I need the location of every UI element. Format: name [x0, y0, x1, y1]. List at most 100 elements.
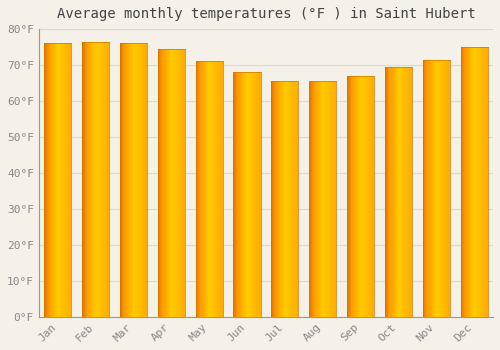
Bar [53, 43, 54, 317]
Bar [209, 62, 210, 317]
Bar [170, 49, 172, 317]
Bar [50, 43, 51, 317]
Bar [196, 62, 198, 317]
Bar [444, 60, 446, 317]
Bar [438, 60, 439, 317]
Bar [391, 67, 392, 317]
Bar [470, 47, 472, 317]
Bar [167, 49, 168, 317]
Bar [104, 42, 106, 317]
Bar [162, 49, 163, 317]
Bar [320, 81, 321, 317]
Bar [437, 60, 438, 317]
Bar [165, 49, 166, 317]
Bar [56, 43, 57, 317]
Bar [485, 47, 486, 317]
Bar [273, 81, 274, 317]
Bar [200, 62, 201, 317]
Bar [128, 43, 129, 317]
Bar [126, 43, 127, 317]
Bar [184, 49, 185, 317]
Bar [312, 81, 314, 317]
Bar [178, 49, 180, 317]
Bar [367, 76, 368, 317]
Bar [254, 72, 255, 317]
Bar [366, 76, 367, 317]
Bar [247, 72, 248, 317]
Bar [468, 47, 469, 317]
Bar [349, 76, 350, 317]
Bar [100, 42, 101, 317]
Bar [355, 76, 356, 317]
Bar [239, 72, 240, 317]
Bar [334, 81, 336, 317]
Bar [385, 67, 386, 317]
Bar [130, 43, 132, 317]
Bar [472, 47, 473, 317]
Bar [99, 42, 100, 317]
Title: Average monthly temperatures (°F ) in Saint Hubert: Average monthly temperatures (°F ) in Sa… [56, 7, 476, 21]
Bar [138, 43, 139, 317]
Bar [486, 47, 487, 317]
Bar [206, 62, 208, 317]
Bar [257, 72, 258, 317]
Bar [237, 72, 238, 317]
Bar [386, 67, 388, 317]
Bar [411, 67, 412, 317]
Bar [52, 43, 53, 317]
Bar [175, 49, 176, 317]
Bar [368, 76, 370, 317]
Bar [392, 67, 393, 317]
Bar [101, 42, 102, 317]
Bar [94, 42, 96, 317]
Bar [462, 47, 463, 317]
Bar [163, 49, 164, 317]
Bar [222, 62, 223, 317]
Bar [48, 43, 50, 317]
Bar [92, 42, 93, 317]
Bar [364, 76, 365, 317]
Bar [295, 81, 296, 317]
Bar [410, 67, 411, 317]
Bar [234, 72, 235, 317]
Bar [55, 43, 56, 317]
Bar [166, 49, 167, 317]
Bar [122, 43, 124, 317]
Bar [280, 81, 281, 317]
Bar [352, 76, 354, 317]
Bar [360, 76, 362, 317]
Bar [214, 62, 216, 317]
Bar [139, 43, 140, 317]
Bar [45, 43, 46, 317]
Bar [258, 72, 259, 317]
Bar [246, 72, 247, 317]
Bar [146, 43, 147, 317]
Bar [120, 43, 122, 317]
Bar [356, 76, 357, 317]
Bar [158, 49, 160, 317]
Bar [238, 72, 239, 317]
Bar [176, 49, 178, 317]
Bar [429, 60, 430, 317]
Bar [66, 43, 67, 317]
Bar [460, 47, 462, 317]
Bar [487, 47, 488, 317]
Bar [406, 67, 408, 317]
Bar [213, 62, 214, 317]
Bar [127, 43, 128, 317]
Bar [473, 47, 474, 317]
Bar [172, 49, 173, 317]
Bar [329, 81, 330, 317]
Bar [134, 43, 136, 317]
Bar [198, 62, 199, 317]
Bar [310, 81, 311, 317]
Bar [372, 76, 374, 317]
Bar [402, 67, 403, 317]
Bar [86, 42, 88, 317]
Bar [248, 72, 249, 317]
Bar [204, 62, 206, 317]
Bar [286, 81, 288, 317]
Bar [221, 62, 222, 317]
Bar [65, 43, 66, 317]
Bar [447, 60, 448, 317]
